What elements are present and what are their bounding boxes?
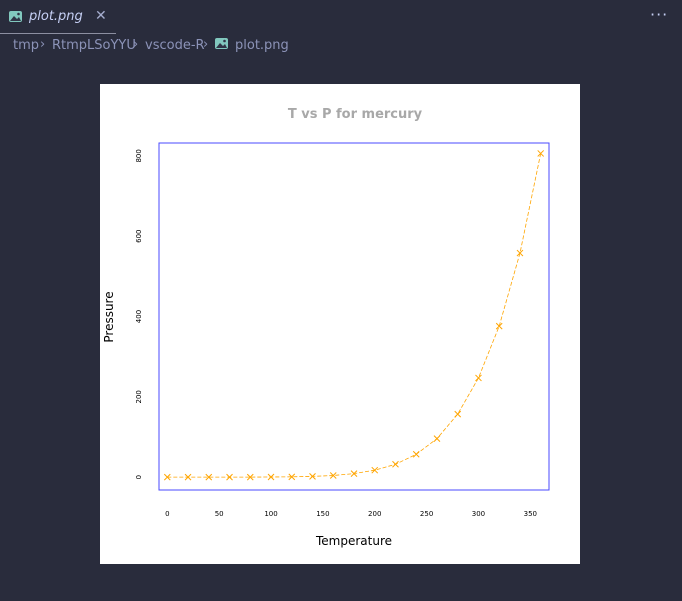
data-point	[246, 473, 254, 481]
breadcrumb: tmp › RtmpLSoYYU › vscode-R › plot.png	[0, 34, 682, 56]
y-tick-label: 400	[135, 310, 143, 323]
x-tick-label: 350	[524, 510, 537, 518]
y-axis: 0 200 400 600 800	[135, 149, 143, 479]
breadcrumb-item-tmp[interactable]: tmp	[13, 38, 40, 53]
data-point	[537, 150, 545, 157]
data-point	[516, 249, 524, 257]
series-line	[167, 153, 542, 478]
chevron-right-icon: ›	[203, 37, 209, 52]
image-file-icon	[9, 11, 22, 22]
breadcrumb-item-rtmp[interactable]: RtmpLSoYYU	[52, 38, 136, 53]
data-point	[475, 374, 482, 382]
data-point	[163, 473, 171, 481]
data-point	[205, 473, 213, 481]
image-file-icon	[215, 38, 228, 49]
close-icon[interactable]: ✕	[95, 8, 107, 24]
tab-plot-png[interactable]: plot.png ✕	[0, 0, 116, 34]
breadcrumb-item-plot-png[interactable]: plot.png	[235, 38, 289, 53]
data-point	[226, 473, 233, 481]
y-tick-label: 200	[135, 390, 143, 403]
x-tick-label: 0	[165, 510, 169, 518]
chevron-right-icon: ›	[133, 37, 139, 52]
y-tick-label: 0	[135, 475, 143, 479]
x-tick-label: 250	[420, 510, 433, 518]
ellipsis-icon[interactable]: ···	[650, 5, 669, 24]
x-tick-label: 300	[472, 510, 485, 518]
data-point	[433, 435, 441, 442]
x-axis-label: Temperature	[315, 534, 392, 548]
data-point	[329, 472, 337, 479]
data-point	[309, 473, 316, 480]
data-point	[454, 410, 462, 418]
x-tick-label: 100	[264, 510, 277, 518]
plot-area-box	[158, 142, 550, 491]
data-point	[412, 450, 420, 458]
chart-title: T vs P for mercury	[288, 107, 423, 122]
data-point	[288, 473, 296, 481]
y-tick-label: 800	[135, 149, 143, 162]
y-axis-label: Pressure	[102, 291, 116, 342]
data-point	[350, 470, 358, 477]
chart-svg: T vs P for mercury Temperature Pressure …	[102, 107, 550, 548]
data-point	[267, 473, 275, 481]
chevron-right-icon: ›	[40, 37, 46, 52]
breadcrumb-item-vscode-r[interactable]: vscode-R	[145, 38, 205, 53]
series-layer	[163, 150, 545, 481]
x-tick-label: 200	[368, 510, 381, 518]
x-tick-label: 150	[316, 510, 329, 518]
tab-label: plot.png	[29, 9, 83, 24]
y-tick-label: 600	[135, 229, 143, 242]
tab-bar: plot.png ✕ ···	[0, 0, 682, 34]
x-axis: 0 50 100 150 200 250 300 350	[165, 510, 537, 518]
data-point	[184, 473, 192, 481]
data-point	[495, 322, 503, 330]
data-point	[371, 466, 379, 474]
x-tick-label: 50	[215, 510, 224, 518]
data-point	[392, 460, 399, 468]
plot-image: T vs P for mercury Temperature Pressure …	[100, 84, 580, 564]
